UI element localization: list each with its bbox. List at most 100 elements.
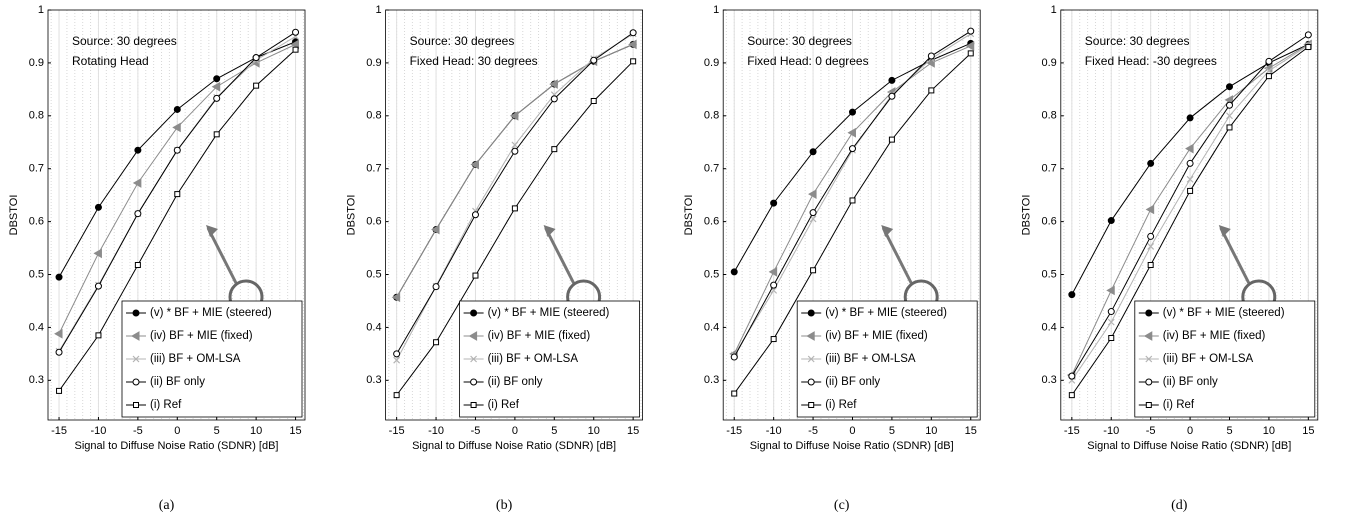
legend-label: (iv) BF + MIE (fixed) (488, 330, 591, 342)
data-point (1106, 285, 1115, 296)
x-tick-label: -15 (726, 425, 742, 437)
icon-arrowhead (1218, 225, 1231, 237)
data-point (770, 336, 777, 343)
x-tick-label: -15 (51, 425, 67, 437)
legend-label: (ii) BF only (825, 376, 880, 388)
annotation: Source: 30 degrees (747, 34, 852, 48)
y-axis-label: DBSTOI (8, 195, 20, 236)
caption: (d) (1171, 498, 1188, 513)
legend-label: (i) Ref (825, 399, 857, 411)
data-point (808, 189, 817, 199)
y-axis-label: DBSTOI (1021, 195, 1033, 236)
annotation: Source: 30 degrees (410, 34, 515, 48)
data-point (55, 348, 63, 356)
data-point (1068, 392, 1075, 399)
data-point (511, 141, 519, 149)
y-tick-label: 0.3 (366, 374, 381, 386)
data-point (132, 178, 142, 188)
data-point (56, 387, 63, 394)
data-point (1185, 143, 1194, 154)
legend-label: (i) Ref (488, 399, 520, 411)
data-point (967, 50, 974, 57)
x-tick-label: -10 (91, 425, 107, 437)
y-tick-label: 0.7 (704, 163, 719, 175)
x-tick-label: 10 (250, 425, 262, 437)
y-tick-label: 0.7 (29, 163, 44, 175)
data-point (134, 210, 142, 218)
legend-label: (iii) BF + OM-LSA (150, 353, 241, 365)
data-point (1068, 372, 1076, 380)
data-point (810, 267, 817, 274)
legend-label: (i) Ref (1163, 399, 1195, 411)
data-point (629, 29, 637, 37)
x-tick-label: -10 (766, 425, 782, 437)
data-point (628, 39, 637, 50)
x-tick-label: 0 (1187, 425, 1193, 437)
legend-marker (806, 331, 815, 341)
icon-arrow (881, 227, 913, 284)
y-tick-label: 0.8 (29, 110, 44, 122)
icon-arrow (544, 227, 575, 284)
legend-marker (1145, 309, 1153, 317)
data-point (1107, 217, 1115, 225)
x-tick-label: 0 (512, 425, 518, 437)
data-point (55, 273, 63, 281)
x-tick-label: 0 (849, 425, 855, 437)
y-tick-label: 0.7 (366, 163, 381, 175)
data-point (95, 332, 102, 339)
x-tick-label: 15 (1302, 425, 1314, 437)
y-tick-label: 0.4 (704, 321, 719, 333)
y-tick-label: 0.6 (366, 216, 381, 228)
legend-label: (iv) BF + MIE (fixed) (1163, 330, 1266, 342)
y-tick-label: 1 (1051, 4, 1057, 16)
x-tick-label: -10 (1103, 425, 1119, 437)
icon-arrow (206, 227, 238, 284)
data-point (590, 97, 597, 104)
data-point (549, 79, 558, 89)
icon-arrowhead (881, 225, 894, 237)
data-point (213, 94, 221, 102)
y-tick-label: 0.8 (1042, 110, 1057, 122)
data-point (730, 353, 738, 361)
data-point (768, 267, 778, 277)
legend-label: (iv) BF + MIE (fixed) (150, 330, 253, 342)
legend-label: (v) * BF + MIE (steered) (825, 307, 947, 319)
data-point (1186, 114, 1194, 122)
data-point (393, 356, 401, 364)
data-point (511, 205, 518, 212)
data-point (849, 197, 856, 204)
data-point (433, 339, 440, 346)
data-point (1147, 232, 1155, 240)
data-point (253, 82, 260, 89)
data-point (770, 199, 778, 207)
data-point (888, 136, 895, 143)
data-point (1147, 159, 1155, 167)
data-point (926, 58, 935, 68)
data-point (928, 87, 935, 94)
x-axis-label: Signal to Diffuse Noise Ratio (SDNR) [dB… (412, 440, 616, 452)
plot-frame (47, 9, 306, 421)
y-tick-label: 0.4 (366, 321, 381, 333)
data-point (770, 281, 778, 289)
legend-label: (v) * BF + MIE (steered) (1163, 307, 1285, 319)
data-point (630, 58, 637, 65)
y-tick-label: 0.5 (704, 268, 719, 280)
x-tick-label: 10 (588, 425, 600, 437)
data-point (731, 390, 738, 397)
data-point (809, 209, 817, 217)
x-tick-label: 0 (174, 425, 180, 437)
legend-label: (i) Ref (150, 399, 182, 411)
y-tick-label: 0.8 (704, 110, 719, 122)
annotation: Source: 30 degrees (72, 34, 177, 48)
icon-arrowhead (206, 225, 218, 237)
legend-label: (iii) BF + OM-LSA (825, 353, 916, 365)
x-tick-label: -5 (1146, 425, 1156, 437)
data-point (1147, 261, 1154, 268)
annotation: Source: 30 degrees (1085, 34, 1190, 48)
data-point (54, 328, 63, 339)
annotation: Rotating Head (72, 54, 149, 68)
legend-marker (807, 309, 815, 317)
data-point (730, 268, 738, 276)
x-tick-label: 5 (1226, 425, 1232, 437)
annotation: Fixed Head: 30 degrees (410, 54, 538, 68)
